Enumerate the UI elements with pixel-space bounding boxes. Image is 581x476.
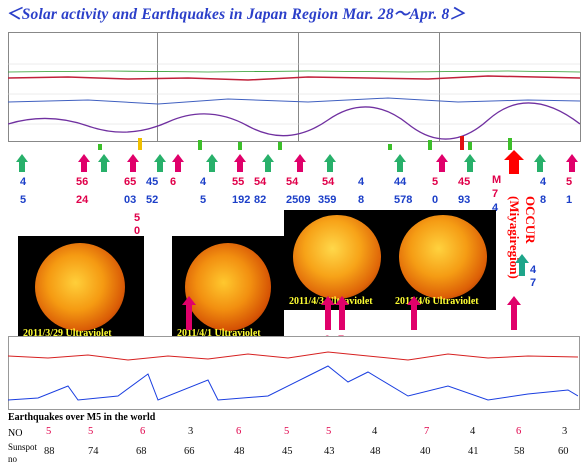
eq-count-8: 4	[372, 426, 378, 437]
purple-trace	[8, 102, 580, 140]
eq-label-21: 8	[358, 194, 365, 206]
blue-trace	[8, 97, 580, 105]
big-red-arrow	[504, 150, 524, 174]
eq-label-15: 82	[254, 194, 267, 206]
sun-image-1: 2011/3/29 Ultraviolet	[18, 236, 144, 342]
eq-label-25: 0	[432, 194, 439, 206]
eq-label-20: 4	[358, 176, 365, 188]
eq-label-30: 4	[492, 202, 499, 214]
green-trace	[8, 70, 580, 73]
sunspot-12: 60	[558, 446, 569, 457]
sun-caption-2: 2011/4/1 Ultraviolet	[177, 328, 261, 339]
sun-image-3: 2011/4/3 Ultraviolet	[284, 210, 390, 310]
lower-pink-arrows	[182, 296, 521, 330]
eq-label-3: 6	[170, 176, 177, 188]
arrow-glyphs	[16, 150, 578, 174]
eq-label-4: 4	[20, 176, 27, 188]
sunspot-2: 74	[88, 446, 99, 457]
sunspot-3: 68	[136, 446, 147, 457]
occur-label: OCCUR (Miyagiregion)	[507, 196, 538, 279]
no-label: NO	[8, 428, 23, 439]
goes-xray-panel-2	[157, 32, 299, 142]
eq-label-29: 7	[492, 188, 499, 200]
lower-blue-trace	[8, 365, 578, 401]
green-arrows	[16, 154, 546, 172]
eq-count-9: 7	[424, 426, 430, 437]
eq-label-24: 5	[432, 176, 439, 188]
lower-plot-lines	[8, 351, 578, 401]
eq-label-34: 1	[566, 194, 573, 206]
eq-label-31: 4	[540, 176, 547, 188]
eq-count-2: 5	[88, 426, 94, 437]
sunspot-6: 45	[282, 446, 293, 457]
eq-label-18: 54	[322, 176, 335, 188]
eq-label-16: 54	[286, 176, 299, 188]
eq-label-28: M	[492, 174, 502, 186]
lower-red-trace	[8, 351, 578, 361]
eq-label-19: 359	[318, 194, 337, 206]
teal-arrow	[515, 254, 529, 276]
eq-label-11: 5	[200, 194, 207, 206]
arrow-row	[0, 150, 581, 174]
eq-header: Earthquakes over M5 in the world	[8, 412, 156, 423]
sunspot-4: 66	[184, 446, 195, 457]
sunspot-10: 41	[468, 446, 479, 457]
upper-plot-lines	[8, 63, 580, 150]
eq-count-11: 6	[516, 426, 522, 437]
sunspot-sub-label: no	[8, 454, 17, 464]
page-title: ＜Solar activity and Earthquakes in Japan…	[6, 6, 466, 23]
eq-label-9: 52	[146, 194, 159, 206]
eq-count-10: 4	[470, 426, 476, 437]
eq-label-5: 5	[20, 194, 27, 206]
eq-label-27: 93	[458, 194, 471, 206]
pink-arrows	[78, 154, 578, 172]
eq-count-6: 5	[284, 426, 290, 437]
eq-label-1: 56	[76, 176, 89, 188]
eq-count-3: 6	[140, 426, 146, 437]
flare-bars	[138, 136, 464, 150]
sunspot-11: 58	[514, 446, 525, 457]
eq-label-33: 5	[566, 176, 573, 188]
eq-count-12: 3	[562, 426, 568, 437]
eq-label-7: 03	[124, 194, 137, 206]
sunspot-9: 40	[420, 446, 431, 457]
sunspot-5: 48	[234, 446, 245, 457]
eq-label-22: 44	[394, 176, 407, 188]
eq-count-1: 5	[46, 426, 52, 437]
eq-label-14: 54	[254, 176, 267, 188]
goes-xray-panel-4	[439, 32, 581, 142]
activity-bars	[98, 138, 512, 150]
eq-label-2: 65	[124, 176, 137, 188]
eq-label-8: 45	[146, 176, 159, 188]
eq-label-32: 8	[540, 194, 547, 206]
sunspot-label: Sunspot	[8, 442, 38, 452]
eq-count-7: 5	[326, 426, 332, 437]
eq-label-17: 2509	[286, 194, 311, 206]
eq-count-4: 3	[188, 426, 194, 437]
red-trace-upper	[8, 75, 580, 81]
eq-label-26: 45	[458, 176, 471, 188]
eq-label-13: 192	[232, 194, 251, 206]
eq-label-23: 578	[394, 194, 413, 206]
eq-label-12: 55	[232, 176, 245, 188]
sunspot-8: 48	[370, 446, 381, 457]
sun-caption-4: 2011/4/6 Ultraviolet	[395, 296, 479, 307]
goes-xray-panel-1	[8, 32, 158, 142]
eq-label-6: 24	[76, 194, 89, 206]
sunspot-7: 43	[324, 446, 335, 457]
eq-label-10: 4	[200, 176, 207, 188]
sun-image-4: 2011/4/6 Ultraviolet	[390, 210, 496, 310]
sun-caption-1: 2011/3/29 Ultraviolet	[23, 328, 112, 339]
sunspot-1: 88	[44, 446, 55, 457]
eq-count-5: 6	[236, 426, 242, 437]
